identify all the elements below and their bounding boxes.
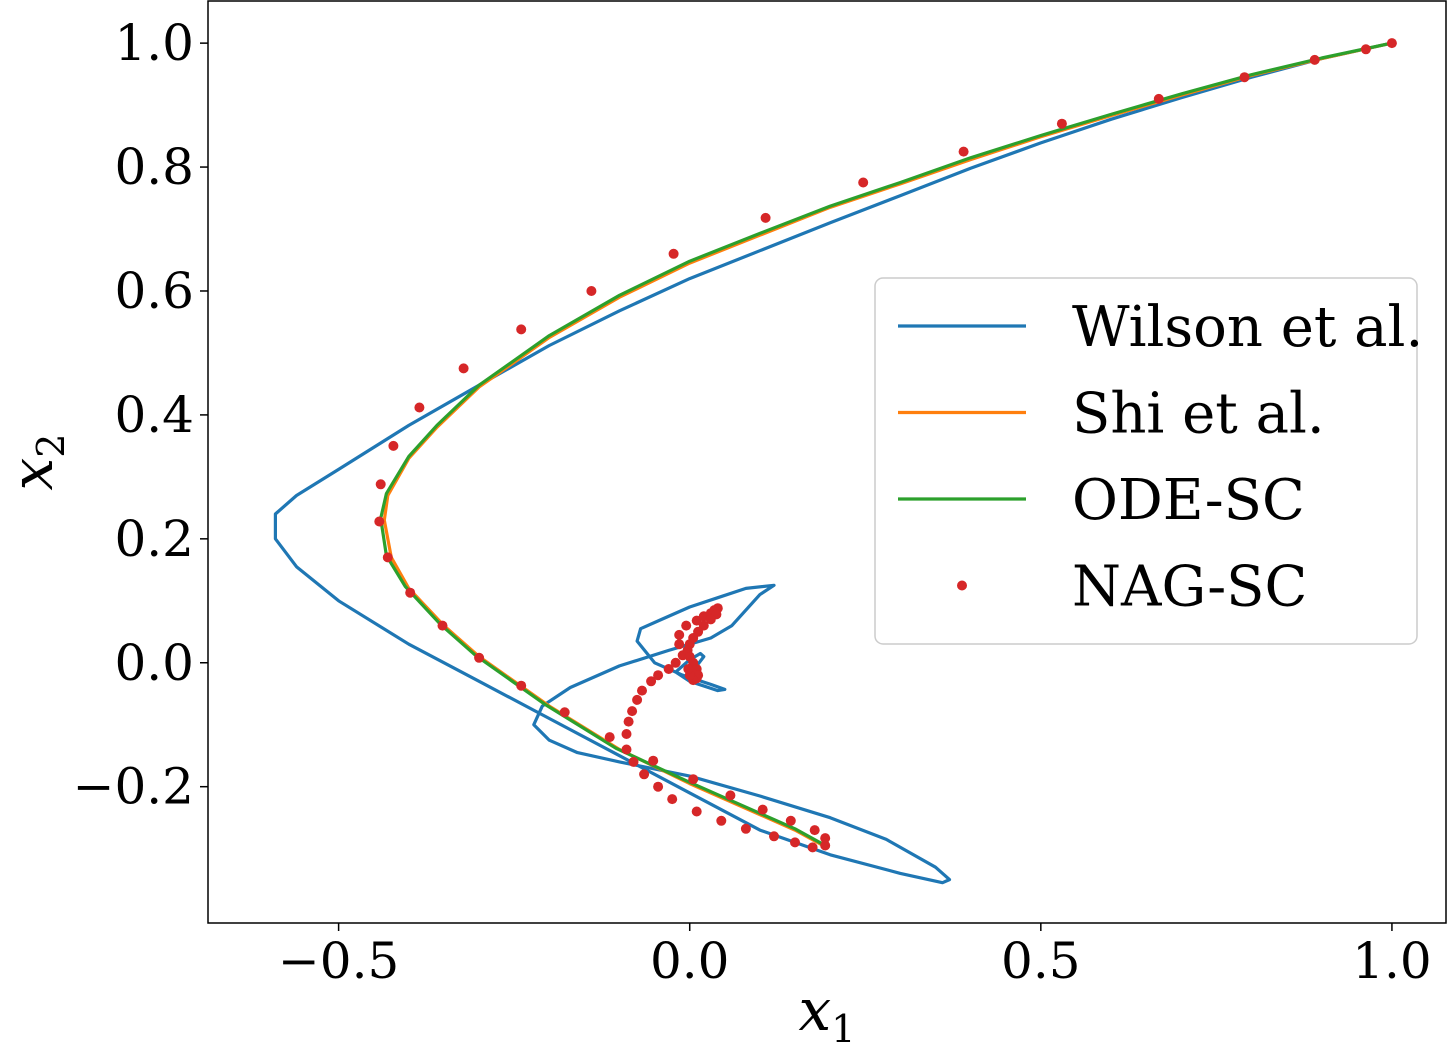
x-tick-label: 1.0 — [1352, 932, 1432, 990]
series-layer — [273, 38, 1397, 885]
series-line-ode-sc — [379, 41, 1394, 846]
data-point — [405, 587, 416, 598]
data-point — [559, 707, 570, 718]
data-point — [790, 837, 800, 848]
x-tick-label: 0.5 — [1001, 932, 1081, 990]
data-point — [681, 620, 692, 631]
data-point — [725, 790, 736, 801]
x-tick-label: −0.5 — [278, 932, 399, 990]
data-point — [1360, 44, 1371, 55]
data-point — [760, 212, 771, 223]
data-point — [683, 664, 694, 674]
data-point — [740, 823, 751, 834]
legend-box — [874, 277, 1418, 645]
data-point — [674, 639, 685, 650]
data-point — [688, 774, 699, 785]
y-ticks: −0.2 0.0 0.2 0.4 0.6 0.8 1.0 — [73, 14, 208, 816]
data-point — [458, 363, 469, 374]
data-point — [646, 676, 657, 687]
data-point — [691, 806, 702, 817]
plot-frame — [207, 0, 1447, 924]
data-point — [375, 479, 386, 490]
data-point — [958, 146, 969, 157]
data-point — [639, 769, 650, 780]
data-point — [621, 729, 632, 739]
y-axis-label: x2 — [0, 434, 73, 491]
data-point — [586, 286, 597, 296]
y-tick-label: 0.2 — [114, 510, 194, 568]
y-tick-label: 0.4 — [114, 386, 194, 444]
x-ticks: −0.5 0.0 0.5 1.0 — [278, 923, 1432, 990]
series-line-wilson-et-al — [273, 41, 1394, 885]
data-point — [628, 756, 639, 767]
data-point — [757, 804, 768, 815]
legend-entries: Wilson et al. Shi et al. ODE-SC NAG-SC — [898, 295, 1423, 620]
data-point — [668, 248, 679, 259]
data-point — [663, 664, 674, 674]
data-point — [653, 670, 664, 681]
data-point — [807, 842, 818, 853]
data-point — [516, 324, 527, 335]
data-point — [820, 840, 831, 851]
data-point — [705, 614, 716, 625]
data-point — [648, 755, 659, 766]
y-tick-label: 1.0 — [114, 14, 194, 72]
data-point — [653, 781, 664, 792]
series-points-nag-sc — [374, 38, 1397, 853]
x-axis-label-subscript: 1 — [831, 1007, 855, 1044]
x-axis-label: x1 — [799, 976, 856, 1044]
legend-swatch — [957, 580, 967, 591]
data-point — [382, 552, 393, 563]
y-tick-label: −0.2 — [73, 758, 194, 816]
legend-entry: ODE-SC — [898, 468, 1305, 533]
legend-label: ODE-SC — [1072, 468, 1305, 533]
legend-label: Shi et al. — [1072, 382, 1325, 447]
data-point — [1056, 118, 1067, 129]
data-point — [670, 657, 681, 668]
data-point — [414, 402, 425, 413]
data-point — [674, 629, 685, 640]
x-tick-label: 0.0 — [650, 932, 730, 990]
data-point — [1153, 93, 1164, 104]
y-tick-label: 0.0 — [114, 634, 194, 692]
legend-label: Wilson et al. — [1072, 295, 1423, 360]
data-point — [1239, 72, 1250, 83]
data-point — [374, 516, 385, 527]
data-point — [809, 825, 820, 836]
data-point — [388, 440, 399, 451]
data-point — [637, 685, 647, 696]
data-point — [785, 815, 796, 826]
data-point — [716, 815, 727, 826]
y-axis-label-subscript: 2 — [29, 434, 73, 458]
data-point — [474, 652, 485, 663]
data-point — [858, 177, 869, 188]
data-point — [820, 833, 831, 844]
data-point — [437, 620, 448, 631]
data-point — [621, 744, 632, 755]
data-point — [516, 680, 527, 691]
y-axis-label-main: x — [0, 458, 66, 491]
data-point — [623, 716, 634, 727]
legend-label: NAG-SC — [1072, 555, 1307, 620]
data-point — [769, 831, 779, 842]
y-tick-label: 0.6 — [114, 262, 194, 320]
legend-entry: Wilson et al. — [898, 295, 1423, 360]
legend-entry: NAG-SC — [957, 555, 1307, 620]
data-point — [604, 732, 615, 743]
x-axis-label-main: x — [799, 976, 832, 1044]
data-point — [632, 694, 643, 705]
data-point — [1386, 38, 1397, 49]
data-point — [627, 706, 638, 717]
data-point — [667, 794, 678, 805]
data-point — [1309, 54, 1320, 65]
legend: Wilson et al. Shi et al. ODE-SC NAG-SC — [874, 277, 1423, 645]
y-tick-label: 0.8 — [114, 138, 194, 196]
legend-entry: Shi et al. — [898, 382, 1325, 447]
